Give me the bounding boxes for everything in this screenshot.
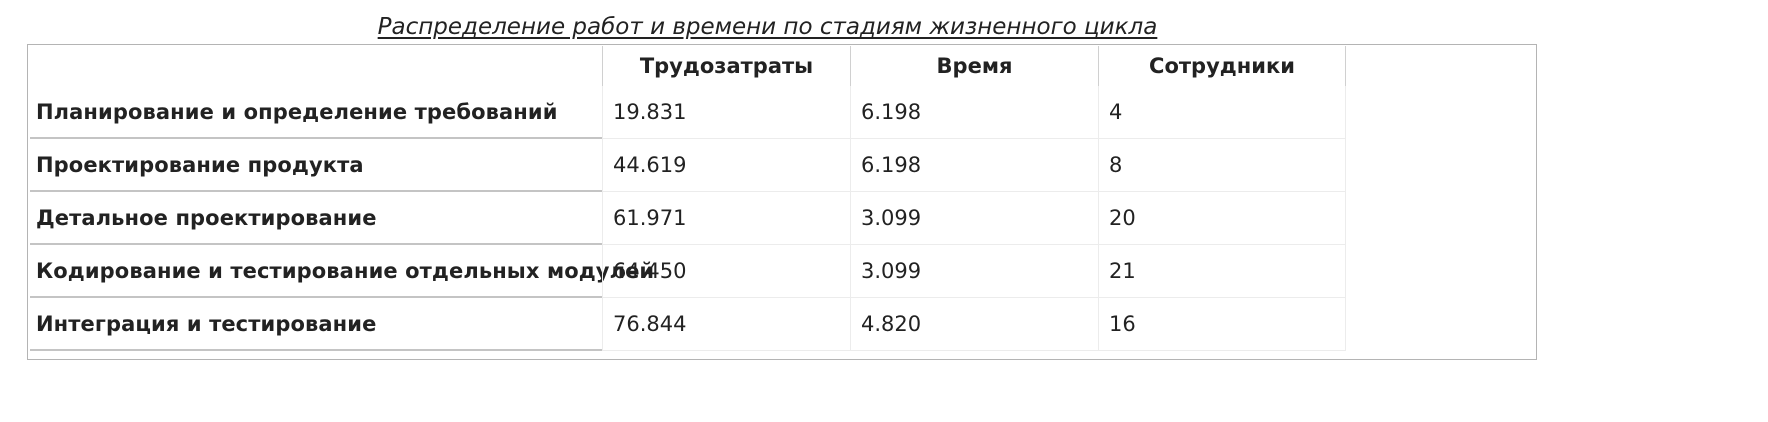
- table-cell: 20: [1098, 192, 1346, 245]
- table-cell: 4.820: [850, 298, 1098, 351]
- table-cell: 3.099: [850, 245, 1098, 298]
- table-cell: 61.971: [602, 192, 850, 245]
- table-cell: 6.198: [850, 86, 1098, 139]
- row-header: Детальное проектирование: [30, 192, 602, 245]
- table-cell: 19.831: [602, 86, 850, 139]
- table-caption: Распределение работ и времени по стадиям…: [377, 14, 1158, 40]
- table-cell: 3.099: [850, 192, 1098, 245]
- table-cell: 44.619: [602, 139, 850, 192]
- row-header: Планирование и определение требований: [30, 86, 602, 139]
- header-corner-cell: [30, 46, 602, 86]
- data-table: Трудозатраты Время Сотрудники Планирован…: [30, 46, 1346, 351]
- table-cell: 6.198: [850, 139, 1098, 192]
- table-cell: 76.844: [602, 298, 850, 351]
- table-cell: 16: [1098, 298, 1346, 351]
- column-header-employees: Сотрудники: [1098, 46, 1346, 86]
- table-cell: 4: [1098, 86, 1346, 139]
- column-header-labor: Трудозатраты: [602, 46, 850, 86]
- table-frame: [27, 44, 1537, 360]
- table-cell: 8: [1098, 139, 1346, 192]
- table-cell: 21: [1098, 245, 1346, 298]
- row-header: Кодирование и тестирование отдельных мод…: [30, 245, 654, 298]
- column-header-time: Время: [850, 46, 1098, 86]
- row-header: Проектирование продукта: [30, 139, 602, 192]
- table-cell: 64.450: [602, 245, 850, 298]
- row-header: Интеграция и тестирование: [30, 298, 602, 351]
